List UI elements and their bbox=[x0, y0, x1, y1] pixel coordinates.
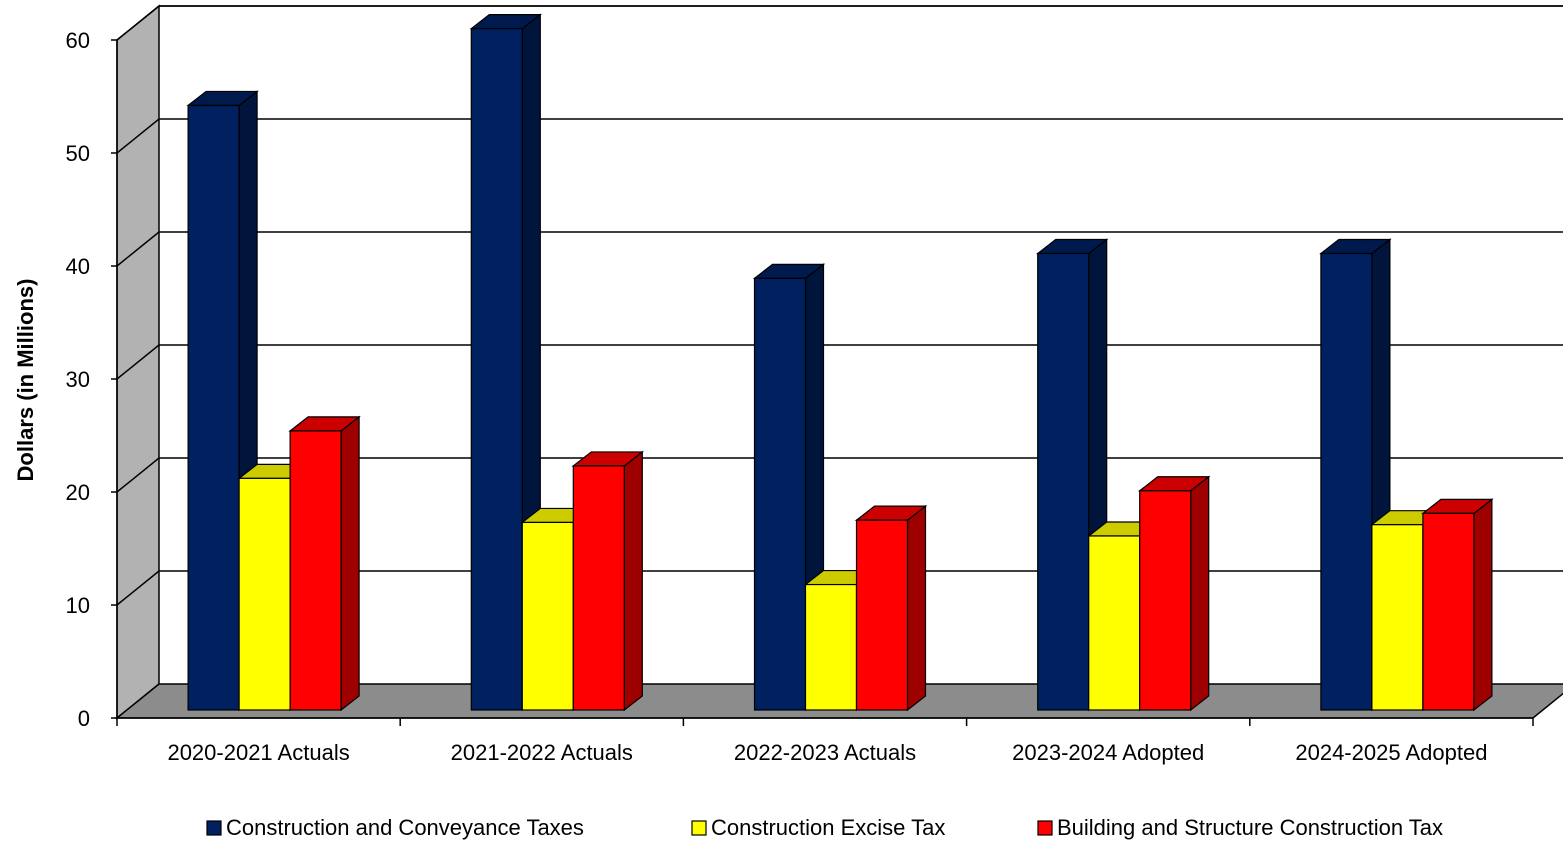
y-tick-label-40: 40 bbox=[66, 254, 90, 279]
legend-swatch bbox=[691, 820, 707, 836]
bar-building-and-structure-construction-tax-2024-2025-adopted bbox=[1421, 498, 1494, 712]
gridline-50 bbox=[116, 118, 1563, 154]
y-tick-label-0: 0 bbox=[78, 706, 90, 731]
bars bbox=[186, 13, 1494, 712]
bar-building-and-structure-construction-tax-2023-2024-adopted bbox=[1137, 475, 1211, 712]
y-tick-label-10: 10 bbox=[66, 593, 90, 618]
x-tick-label-2023-2024-adopted: 2023-2024 Adopted bbox=[1012, 740, 1204, 765]
legend-swatch bbox=[206, 820, 222, 836]
legend-label: Building and Structure Construction Tax bbox=[1057, 815, 1443, 840]
bar-building-and-structure-construction-tax-2021-2022-actuals bbox=[571, 450, 645, 712]
x-category-labels: 2020-2021 Actuals 2021-2022 Actuals 2022-2… bbox=[167, 740, 1487, 765]
x-tick-label-2024-2025-adopted: 2024-2025 Adopted bbox=[1295, 740, 1487, 765]
legend-label: Construction Excise Tax bbox=[711, 815, 945, 840]
y-tick-label-60: 60 bbox=[66, 28, 90, 53]
x-tick-label-2020-2021-actuals: 2020-2021 Actuals bbox=[167, 740, 349, 765]
gridline-60 bbox=[116, 5, 1563, 41]
bar-building-and-structure-construction-tax-2022-2023-actuals bbox=[854, 504, 928, 712]
legend-item-construction-excise-tax: Construction Excise Tax bbox=[691, 815, 945, 840]
legend-label: Construction and Conveyance Taxes bbox=[226, 815, 584, 840]
bar-building-and-structure-construction-tax-2020-2021-actuals bbox=[288, 415, 361, 712]
y-axis-title: Dollars (in Millions) bbox=[13, 279, 38, 482]
gridline-40 bbox=[116, 231, 1563, 267]
x-tick-label-2021-2022-actuals: 2021-2022 Actuals bbox=[451, 740, 633, 765]
y-tick-labels: 0 10 20 30 40 50 60 bbox=[66, 28, 117, 731]
legend-item-construction-and-conveyance-taxes: Construction and Conveyance Taxes bbox=[206, 815, 584, 840]
x-tick-label-2022-2023-actuals: 2022-2023 Actuals bbox=[734, 740, 916, 765]
y-tick-label-20: 20 bbox=[66, 480, 90, 505]
y-tick-label-30: 30 bbox=[66, 367, 90, 392]
legend: Construction and Conveyance Taxes Constru… bbox=[206, 815, 1443, 840]
legend-item-building-and-structure-construction-tax: Building and Structure Construction Tax bbox=[1037, 815, 1443, 840]
legend-swatch bbox=[1037, 820, 1053, 836]
y-tick-label-50: 50 bbox=[66, 141, 90, 166]
